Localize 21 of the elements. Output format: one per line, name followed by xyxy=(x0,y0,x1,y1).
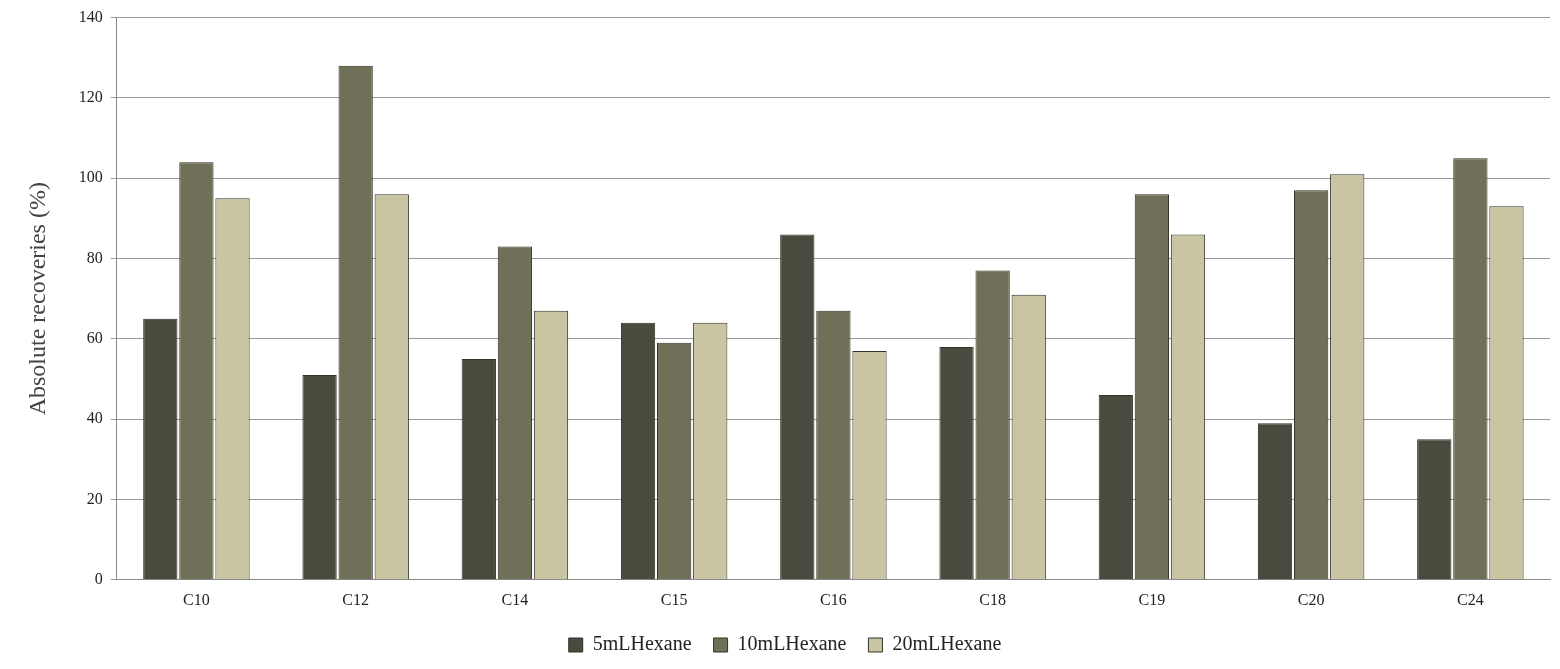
x-tick-label: C10 xyxy=(183,590,210,608)
x-tick-label: C19 xyxy=(1138,590,1166,608)
y-axis-title: Absolute recoveries (%) xyxy=(23,182,50,416)
legend-label: 5mLHexane xyxy=(592,632,692,655)
legend-label: 20mLHexane xyxy=(892,632,1002,655)
x-tick-label: C24 xyxy=(1457,590,1484,608)
x-tick-label: C14 xyxy=(501,590,529,608)
y-tick-label: 20 xyxy=(86,489,103,507)
y-tick-label: 60 xyxy=(86,329,103,347)
y-tick-label: 0 xyxy=(94,570,103,587)
y-tick-label: 120 xyxy=(78,88,103,106)
y-tick-label: 140 xyxy=(78,7,103,25)
x-tick-label: C15 xyxy=(660,590,688,608)
x-tick-label: C16 xyxy=(820,590,847,608)
x-tick-label: C12 xyxy=(342,590,369,608)
x-tick-label: C18 xyxy=(979,590,1006,608)
y-tick-label: 40 xyxy=(86,409,103,427)
y-tick-label: 100 xyxy=(78,168,103,186)
y-tick-label: 80 xyxy=(86,248,103,266)
legend-label: 10mLHexane xyxy=(737,632,847,655)
x-tick-label: C20 xyxy=(1297,590,1325,608)
